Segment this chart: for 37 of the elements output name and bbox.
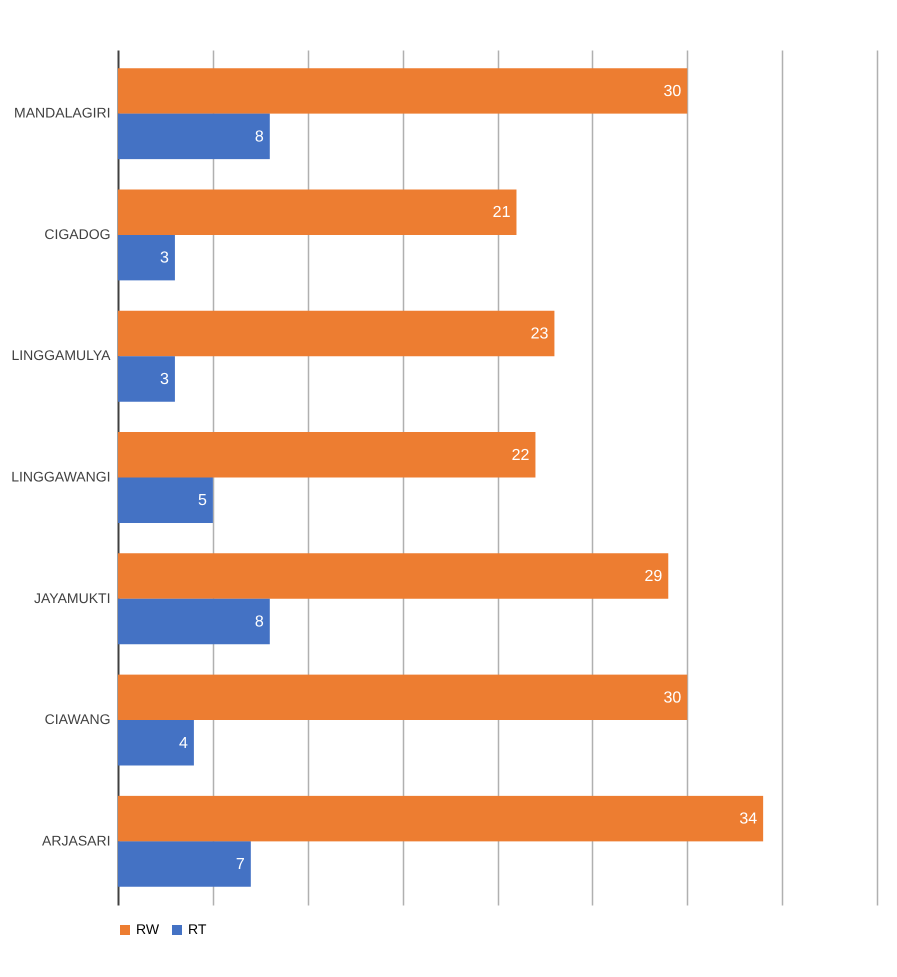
bar <box>118 189 516 235</box>
data-label: 8 <box>254 128 264 146</box>
bar <box>118 478 213 523</box>
data-label: 29 <box>644 568 662 586</box>
bar <box>118 356 175 402</box>
data-label: 7 <box>236 856 245 874</box>
data-label: 22 <box>512 446 530 464</box>
data-label: 4 <box>178 734 188 752</box>
bar <box>118 674 688 720</box>
legend-label: RW <box>136 921 160 937</box>
data-label: 3 <box>160 250 170 267</box>
data-label: 21 <box>492 204 511 222</box>
bar <box>118 841 251 887</box>
data-label: 3 <box>160 370 170 388</box>
legend-label: RT <box>188 921 207 937</box>
bar <box>118 553 668 599</box>
y-tick-label: ARJASARI <box>42 832 110 848</box>
bar <box>118 598 270 644</box>
y-tick-label: MANDALAGIRI <box>14 104 110 121</box>
data-label: 23 <box>530 325 549 342</box>
y-tick-label: LINGGAMULYA <box>11 347 112 364</box>
bar <box>118 114 270 160</box>
data-label: 5 <box>198 492 207 510</box>
bar <box>118 796 764 842</box>
bar <box>118 310 554 356</box>
y-tick-label: JAYAMUKTI <box>34 590 110 606</box>
data-label: 34 <box>739 810 758 828</box>
bar <box>118 234 175 280</box>
data-label: 8 <box>254 614 264 631</box>
y-tick-label: LINGGAWANGI <box>11 468 110 484</box>
y-tick-label: CIGADOG <box>44 226 110 242</box>
data-label: 30 <box>663 82 682 100</box>
y-tick-label: CIAWANG <box>44 711 110 728</box>
bar <box>118 68 688 114</box>
bar <box>118 432 536 478</box>
data-label: 30 <box>663 689 682 706</box>
bar <box>118 720 194 766</box>
